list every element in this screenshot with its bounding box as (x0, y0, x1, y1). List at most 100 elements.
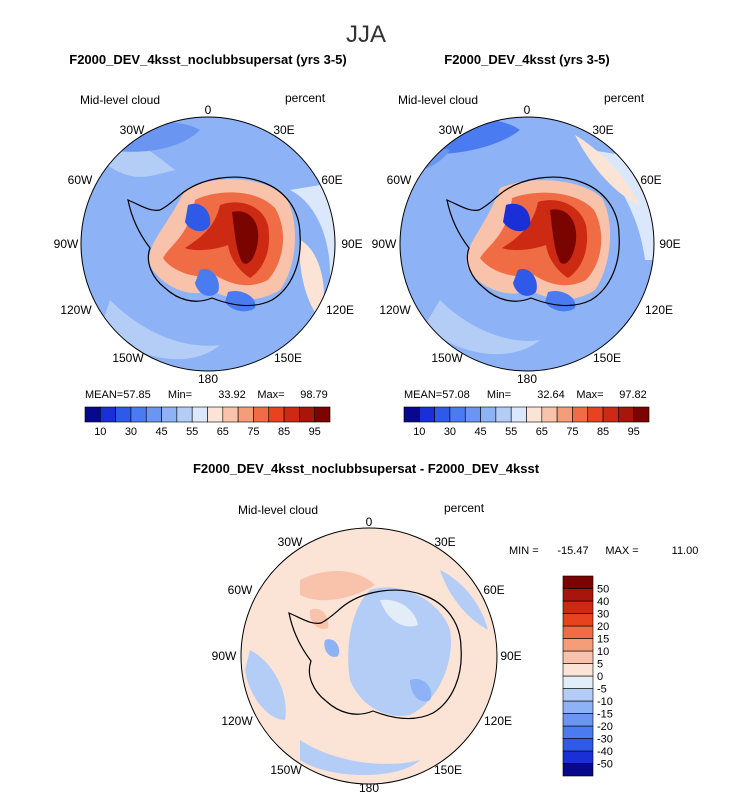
colorbar-swatch (207, 406, 224, 423)
colorbar-tick-label: 5 (597, 659, 603, 671)
colorbar-tick-label: -15 (597, 709, 613, 721)
colorbar-swatch (602, 406, 619, 423)
colorbar-swatch (562, 613, 594, 627)
stat-mean-label: MEAN= (404, 389, 442, 401)
panel-3-units: percent (444, 501, 485, 515)
lon-label-120w: 120W (221, 714, 253, 728)
colorbar-swatch (299, 406, 315, 423)
lon-label-60e: 60E (483, 583, 504, 597)
lon-label-150w: 150W (270, 763, 302, 777)
colorbar-swatch (84, 406, 101, 423)
colorbar-tick-label: 75 (247, 426, 259, 438)
colorbar-swatch (562, 600, 594, 614)
field-coastal-low-1 (503, 203, 531, 232)
panel-2-map-border (399, 116, 655, 372)
stat-min-value: 33.92 (218, 389, 246, 401)
colorbar-swatch (130, 406, 147, 423)
panel-1-variable: Mid-level cloud (80, 93, 160, 107)
lon-label-150e: 150E (274, 351, 302, 365)
panel-1-colorbar: 10 30 45 55 65 75 85 95 (84, 406, 331, 438)
stat-mean-label: MEAN= (85, 389, 123, 401)
colorbar-tick-label: 20 (597, 621, 609, 633)
colorbar-swatch (556, 406, 573, 423)
lon-label-150w: 150W (112, 351, 144, 365)
colorbar-swatch (562, 750, 594, 764)
colorbar-swatch (403, 406, 420, 423)
stat-min-label: MIN = (509, 545, 539, 557)
colorbar-tick-label: -30 (597, 734, 613, 746)
panel-2-field (400, 117, 654, 371)
panel-1: F2000_DEV_4ksst_noclubbsupersat (yrs 3-5… (54, 52, 363, 438)
colorbar-tick-label: 95 (628, 426, 640, 438)
lon-label-60e: 60E (640, 173, 661, 187)
colorbar-tick-label: 10 (413, 426, 425, 438)
colorbar-tick-label: 30 (444, 426, 456, 438)
panel-2: F2000_DEV_4ksst (yrs 3-5) Mid-level clou… (372, 52, 681, 438)
colorbar-tick-label: 10 (597, 646, 609, 658)
lon-label-120e: 120E (484, 714, 512, 728)
panel-2-title: F2000_DEV_4ksst (yrs 3-5) (444, 52, 610, 67)
field-antarctica-level-95 (550, 209, 577, 264)
colorbar-swatch (237, 406, 254, 423)
lon-label-90w: 90W (372, 237, 397, 251)
colorbar-swatch (283, 406, 300, 423)
stat-max-value: 98.79 (300, 389, 328, 401)
colorbar-tick-label: -20 (597, 721, 613, 733)
lon-label-150e: 150E (434, 763, 462, 777)
colorbar-swatch (526, 406, 543, 423)
panel-2-stats: MEAN= 57.08 Min= 32.64 Max= 97.82 (404, 389, 647, 401)
stat-max-label: MAX = (605, 545, 638, 557)
lon-label-180: 180 (198, 372, 218, 386)
panel-2-longitude-labels: 0 30E 60E 90E 120E 150E 180 150W 120W 90… (372, 103, 681, 386)
colorbar-swatch (562, 638, 594, 652)
lon-label-120e: 120E (645, 303, 673, 317)
lon-label-90e: 90E (341, 237, 362, 251)
stat-min-value: 32.64 (537, 389, 565, 401)
stat-max-label: Max= (257, 389, 284, 401)
field-ocean-light-band (425, 300, 540, 355)
colorbar-swatch (253, 406, 270, 423)
colorbar-swatch (222, 406, 239, 423)
lon-label-0: 0 (524, 103, 531, 117)
stat-min-label: Min= (487, 389, 511, 401)
lon-label-30e: 30E (273, 123, 294, 137)
field-diff-positive (300, 570, 375, 601)
colorbar-tick-label: 55 (186, 426, 198, 438)
colorbar-swatch (562, 675, 594, 689)
lon-label-180: 180 (517, 372, 537, 386)
field-coastal-low-2 (513, 269, 537, 296)
colorbar-tick-label: 40 (597, 596, 609, 608)
colorbar-tick-label: 0 (597, 671, 603, 683)
colorbar-swatch (510, 406, 527, 423)
colorbar-tick-label: 75 (566, 426, 578, 438)
lon-label-180: 180 (359, 781, 379, 795)
colorbar-swatch (176, 406, 193, 423)
panel-1-longitude-labels: 0 30E 60E 90E 120E 150E 180 150W 120W 90… (54, 103, 363, 386)
colorbar-swatch (633, 406, 650, 423)
field-diff-negative (440, 570, 488, 630)
colorbar-swatch (562, 588, 594, 602)
colorbar-tick-label: -5 (597, 684, 607, 696)
colorbar-tick-label: 65 (217, 426, 229, 438)
panel-1-units: percent (285, 91, 326, 105)
lon-label-30e: 30E (592, 123, 613, 137)
colorbar-swatch (464, 406, 481, 423)
colorbar-tick-label: -10 (597, 696, 613, 708)
antarctica-coastline (127, 176, 301, 307)
colorbar-swatch (562, 625, 594, 639)
stat-mean-value: 57.85 (123, 389, 151, 401)
colorbar-tick-label: 55 (505, 426, 517, 438)
colorbar-swatch (562, 663, 594, 677)
colorbar-tick-label: 85 (597, 426, 609, 438)
lon-label-150e: 150E (593, 351, 621, 365)
figure-title: JJA (346, 21, 386, 48)
lon-label-30w: 30W (278, 535, 303, 549)
stat-max-value: 11.00 (672, 545, 699, 557)
panel-3-map-border (240, 527, 498, 785)
colorbar-swatch (145, 406, 162, 423)
lon-label-60w: 60W (228, 583, 253, 597)
colorbar-swatch (419, 406, 435, 423)
field-antarctica-level-95 (232, 211, 259, 264)
